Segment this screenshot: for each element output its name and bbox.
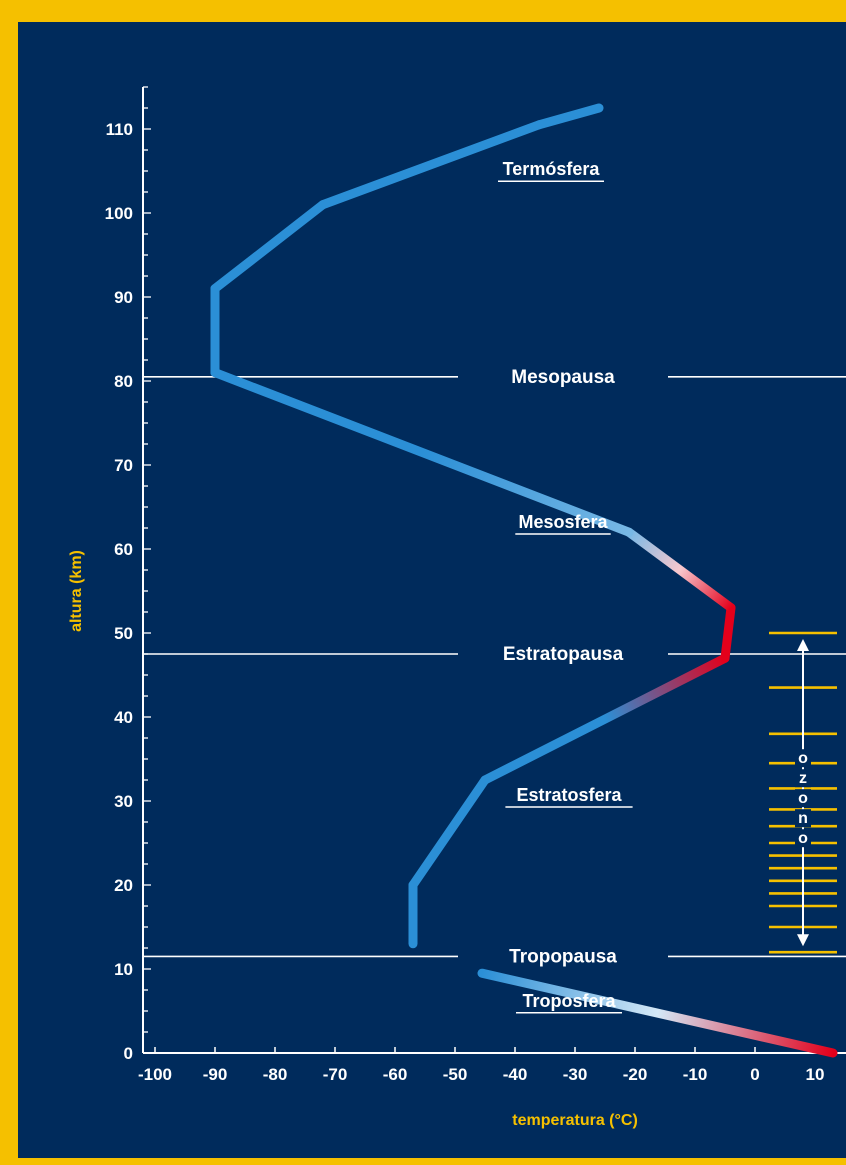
profile-segment [480,653,730,785]
boundary-label: Tropopausa [509,946,617,967]
profile-segment [210,200,328,294]
x-tick-label: -40 [503,1065,528,1084]
profile-segment [210,368,634,537]
profile-segment [534,103,604,130]
ozone-letter-bg [795,829,811,848]
y-tick-label: 0 [124,1044,133,1063]
layer-labels: Troposfera Estratosfera Mesosfera Termósfer… [498,159,633,1014]
x-tick-label: 10 [806,1065,825,1084]
y-tick-label: 90 [114,288,133,307]
y-tick-label: 50 [114,624,133,643]
profile-segment [408,775,490,890]
x-tick-label: -100 [138,1065,172,1084]
x-tick-label: -70 [323,1065,348,1084]
x-tick-label: -30 [563,1065,588,1084]
layer-label: Termósfera [503,159,601,179]
boundary-label: Mesopausa [511,367,615,388]
chart-panel: Tropopausa Estratopausa Mesopausa -100 -90-… [18,22,846,1158]
ozone-letter: o [798,830,808,847]
ozone-letter-bg [795,789,811,808]
y-tick-label: 60 [114,540,133,559]
layer-label: Estratosfera [516,785,622,805]
layer-label: Mesosfera [518,512,608,532]
x-tick-label: 0 [750,1065,759,1084]
y-tick-label: 10 [114,960,133,979]
temperature-profile [210,103,838,1058]
boundary-label: Estratopausa [503,644,624,665]
y-tick-label: 100 [105,204,133,223]
ozone-letter-bg [795,769,811,788]
y-tick-label: 30 [114,792,133,811]
y-tick-label: 110 [106,120,133,139]
y-tick-label: 40 [114,708,133,727]
y-tick-label: 70 [114,456,133,475]
ozone-letter: z [799,770,807,787]
arrow-down-icon [797,934,809,947]
y-tick-label: 80 [114,372,133,391]
x-axis-title: temperatura (°C) [512,1112,638,1129]
ozone-letter: o [798,750,808,767]
profile-segment [318,120,544,210]
ozone-letter: o [798,790,808,807]
x-tick-label: -60 [383,1065,408,1084]
arrow-up-icon [797,639,809,651]
x-tick-label: -20 [623,1065,648,1084]
boundary-lines: Tropopausa Estratopausa Mesopausa [143,367,846,967]
profile-segment [720,603,736,663]
profile-segment [477,968,838,1058]
x-tick-label: -90 [203,1065,228,1084]
y-ticks: 0 10 20 30 40 50 60 70 80 90 100 110 [105,86,151,1063]
ozone-letter: n [798,810,808,827]
x-tick-label: -50 [443,1065,468,1084]
ozone-letter-bg [795,749,811,768]
x-tick-label: -10 [683,1065,708,1084]
ozone-letter-bg [795,809,811,828]
layer-label: Troposfera [522,991,616,1011]
profile-segment [624,527,736,613]
y-tick-label: 20 [114,876,133,895]
x-tick-label: -80 [263,1065,288,1084]
y-axis-title: altura (km) [68,550,85,632]
